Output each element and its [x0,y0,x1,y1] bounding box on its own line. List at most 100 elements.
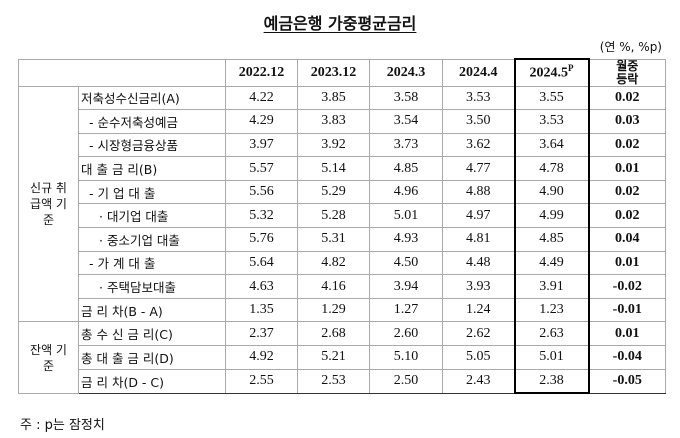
header-blank [18,58,226,87]
value-cell: 4.49 [513,250,590,276]
data-row: 신규 취급액 기준 저축성수신금리(A) 4.22 3.85 3.58 3.53 3.55 0… [18,85,666,323]
row-label: · 중소기업 대출 [78,227,226,252]
column-header: 2024.5P [513,58,590,87]
value-cell: 4.77 [442,156,515,181]
group-label: 잔액 기준 [30,342,67,373]
column-header: 2022.12 [225,58,298,87]
value-cell: 1.35 [225,297,298,323]
value-cell: 0.02 [588,85,666,111]
value-cell: 5.01 [369,203,443,229]
column-header-text: 2024.4 [459,64,498,80]
header-row: 2022.12 2023.12 2024.3 2024.4 2024.5P 월중 등락 [18,58,666,87]
value-cell: 0.04 [588,227,666,252]
value-cell: 4.16 [297,274,370,299]
value-cell: 4.82 [297,250,370,276]
value-cell: 3.93 [442,274,515,299]
value-cell: 4.93 [369,227,443,252]
value-cell: 5.28 [297,203,370,229]
column-header-text: 2024.5 [529,66,569,82]
data-row: 금 리 차(B - A) 1.35 1.29 1.27 1.24 1.23 -0.01 [19,297,666,323]
data-row: - 시장형금융상품 3.97 3.92 3.73 3.62 3.64 0.02 [19,132,666,158]
data-row: 잔액 기준 총 수 신 금 리(C) 2.37 2.68 2.60 2.62 2.63 0.0… [18,321,666,394]
value-cell: 4.92 [225,345,298,370]
value-cell: 4.99 [513,203,590,229]
value-cell: 5.57 [225,156,298,181]
unit-note: (연 %, %p) [599,40,662,54]
value-cell: 3.83 [297,109,370,134]
value-cell: 5.32 [225,203,298,229]
title-text: 예금은행 가중평균금리 [263,14,417,33]
row-label: 대 출 금 리(B) [78,156,226,181]
value-cell: 4.63 [225,274,298,299]
value-cell: 3.58 [369,85,443,111]
rate-table: 2022.12 2023.12 2024.3 2024.4 2024.5P 월중 등락 신규… [18,58,666,395]
value-cell: 0.01 [588,156,666,181]
group-label: 신규 취급액 기준 [30,180,67,227]
value-cell: -0.04 [588,345,666,370]
value-cell: 0.03 [588,109,666,134]
value-cell: 3.73 [369,132,443,158]
value-cell: 4.97 [442,203,515,229]
value-cell: 3.97 [225,132,298,158]
row-label: 저축성수신금리(A) [78,85,226,111]
value-cell: 4.22 [225,85,298,111]
footnote: 주 : p는 잠정치 [20,418,105,433]
value-cell: 1.27 [369,297,443,323]
value-cell: 4.81 [442,227,515,252]
value-cell: 3.54 [369,109,443,134]
value-cell: 4.85 [369,156,443,181]
value-cell: 5.76 [225,227,298,252]
data-row: 총 대 출 금 리(D) 4.92 5.21 5.10 5.05 5.01 -0.04 [19,345,666,370]
column-header-text: 2024.3 [386,64,426,80]
value-cell: 4.90 [513,179,590,205]
value-cell: 3.94 [369,274,443,299]
value-cell: -0.02 [588,274,666,299]
column-header-sup: P [568,63,574,74]
value-cell: 4.96 [369,179,443,205]
row-label: 금 리 차(D - C) [78,368,226,394]
value-cell: 5.01 [513,345,590,370]
value-cell: 1.29 [297,297,370,323]
value-cell: 5.56 [225,179,298,205]
value-cell: 0.02 [588,132,666,158]
value-cell: 2.38 [513,368,590,395]
value-cell: 3.55 [513,85,590,111]
row-label: 총 대 출 금 리(D) [78,345,226,370]
value-cell: 3.91 [513,274,590,299]
value-cell: 2.68 [297,321,370,347]
value-cell: 2.60 [369,321,443,347]
column-header: 월중 등락 [588,58,666,87]
value-cell: 1.23 [513,297,590,323]
column-header: 2024.3 [369,58,443,87]
value-cell: 3.64 [513,132,590,158]
value-cell: 3.92 [297,132,370,158]
column-header-text: 월중 등락 [616,58,639,86]
value-cell: 2.37 [225,321,298,347]
value-cell: 2.62 [442,321,515,347]
value-cell: 0.02 [588,203,666,229]
row-label: - 순수저축성예금 [78,109,226,134]
value-cell: 4.29 [225,109,298,134]
data-row: · 중소기업 대출 5.76 5.31 4.93 4.81 4.85 0.04 [19,227,666,252]
data-row: - 가 계 대 출 5.64 4.82 4.50 4.48 4.49 0.01 [19,250,666,276]
value-cell: 5.10 [369,345,443,370]
title: 예금은행 가중평균금리 [0,10,680,34]
value-cell: 2.55 [225,368,298,394]
value-cell: 0.02 [588,179,666,205]
group-label-cell: 잔액 기준 [18,321,79,394]
value-cell: 5.05 [442,345,515,370]
row-label: 금 리 차(B - A) [78,297,226,323]
row-label: 총 수 신 금 리(C) [78,321,226,347]
data-row: - 순수저축성예금 4.29 3.83 3.54 3.50 3.53 0.03 [19,109,666,134]
value-cell: 2.63 [513,321,590,347]
value-cell: 3.50 [442,109,515,134]
value-cell: 4.50 [369,250,443,276]
column-header-text: 2022.12 [238,64,285,80]
data-row: - 기 업 대 출 5.56 5.29 4.96 4.88 4.90 0.02 [19,179,666,205]
value-cell: 3.85 [297,85,370,111]
value-cell: -0.05 [588,368,666,394]
value-cell: 5.14 [297,156,370,181]
row-label: - 시장형금융상품 [78,132,226,158]
value-cell: 4.88 [442,179,515,205]
